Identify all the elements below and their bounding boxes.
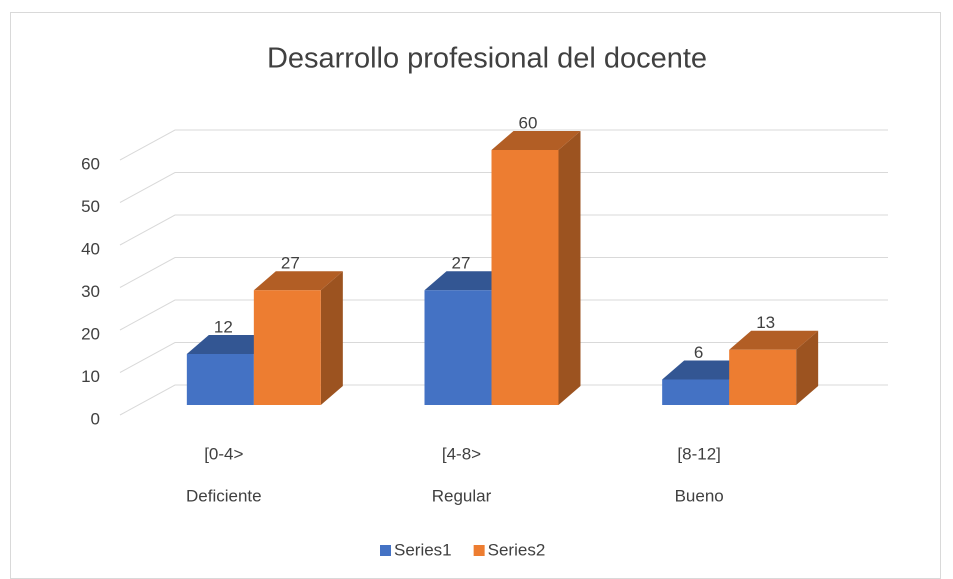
- bar-top: [729, 330, 819, 350]
- bar: [662, 379, 730, 405]
- y-tick-label: 20: [81, 324, 100, 343]
- grid-line: [119, 129, 888, 161]
- x-tick-label: [8-12]: [677, 444, 720, 463]
- bar-top: [424, 271, 514, 291]
- legend-swatch: [473, 545, 485, 556]
- legend-label: Series2: [488, 540, 546, 559]
- x-tick-label: Regular: [432, 486, 492, 505]
- y-tick-label: 10: [81, 367, 100, 386]
- bar-top: [253, 271, 343, 291]
- data-label: 13: [756, 313, 775, 332]
- x-tick-label: Deficiente: [186, 486, 262, 505]
- data-label: 27: [452, 254, 471, 273]
- bar-top: [491, 131, 581, 150]
- grid-line: [119, 172, 888, 203]
- bar: [491, 150, 559, 405]
- x-tick-label: [0-4>: [204, 444, 243, 463]
- bar: [253, 290, 321, 405]
- x-tick-label: [4-8>: [442, 444, 481, 463]
- data-label: 60: [519, 113, 538, 132]
- bar-side: [558, 131, 581, 405]
- grid-line: [119, 257, 888, 288]
- y-tick-label: 0: [91, 409, 100, 428]
- bar-side: [796, 330, 819, 405]
- bar-top: [186, 335, 276, 354]
- grid-line: [119, 214, 888, 246]
- bar: [424, 290, 492, 405]
- legend-label: Series1: [394, 540, 452, 559]
- y-tick-label: 40: [81, 239, 100, 258]
- data-label: 27: [281, 254, 300, 273]
- grid-line: [119, 384, 888, 416]
- bar: [186, 354, 254, 405]
- y-tick-label: 60: [81, 154, 100, 173]
- bar-side: [320, 271, 343, 405]
- y-tick-label: 50: [81, 197, 100, 216]
- data-label: 12: [214, 317, 233, 336]
- grid-line: [119, 342, 888, 373]
- data-label: 6: [694, 343, 703, 362]
- x-tick-label: Bueno: [675, 486, 724, 505]
- chart-title: Desarrollo profesional del docente: [267, 43, 707, 75]
- legend-swatch: [380, 545, 391, 556]
- bar: [729, 349, 797, 405]
- bar-top: [662, 360, 752, 380]
- grid-line: [119, 299, 888, 331]
- y-tick-label: 30: [81, 282, 100, 301]
